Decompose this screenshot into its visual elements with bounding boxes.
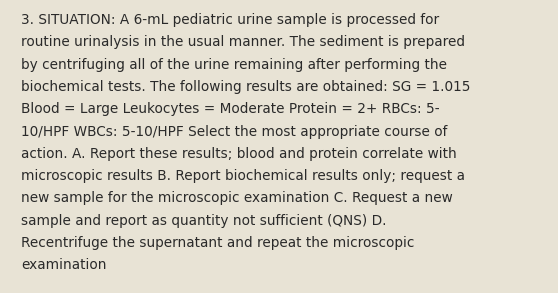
Text: new sample for the microscopic examination C. Request a new: new sample for the microscopic examinati… xyxy=(21,191,453,205)
Text: biochemical tests. The following results are obtained: SG = 1.015: biochemical tests. The following results… xyxy=(21,80,471,94)
Text: sample and report as quantity not sufficient (QNS) D.: sample and report as quantity not suffic… xyxy=(21,214,387,228)
Text: Blood = Large Leukocytes = Moderate Protein = 2+ RBCs: 5-: Blood = Large Leukocytes = Moderate Prot… xyxy=(21,102,440,116)
Text: routine urinalysis in the usual manner. The sediment is prepared: routine urinalysis in the usual manner. … xyxy=(21,35,465,50)
Text: Recentrifuge the supernatant and repeat the microscopic: Recentrifuge the supernatant and repeat … xyxy=(21,236,415,250)
Text: 3. SITUATION: A 6-mL pediatric urine sample is processed for: 3. SITUATION: A 6-mL pediatric urine sam… xyxy=(21,13,439,27)
Text: examination: examination xyxy=(21,258,107,272)
Text: by centrifuging all of the urine remaining after performing the: by centrifuging all of the urine remaini… xyxy=(21,58,447,72)
Text: 10/HPF WBCs: 5-10/HPF Select the most appropriate course of: 10/HPF WBCs: 5-10/HPF Select the most ap… xyxy=(21,125,448,139)
Text: action. A. Report these results; blood and protein correlate with: action. A. Report these results; blood a… xyxy=(21,147,457,161)
Text: microscopic results B. Report biochemical results only; request a: microscopic results B. Report biochemica… xyxy=(21,169,465,183)
